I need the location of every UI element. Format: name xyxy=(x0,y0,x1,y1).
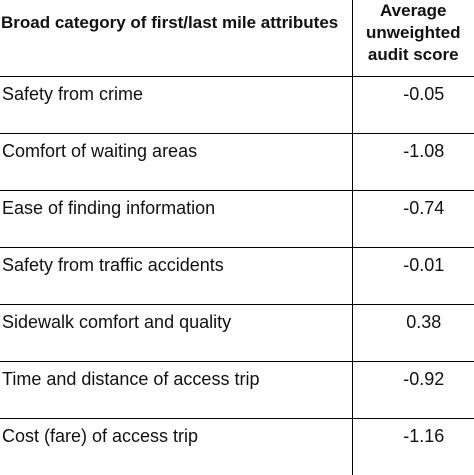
row-score: -1.08 xyxy=(352,133,474,191)
table-row: Comfort of waiting areas -1.08 xyxy=(0,133,474,191)
row-category: Comfort of waiting areas xyxy=(0,133,353,191)
table-header-row: Broad category of first/last mile attrib… xyxy=(0,0,474,77)
table-row: Ease of finding information -0.74 xyxy=(0,190,474,248)
row-category: Safety from crime xyxy=(0,76,353,134)
table-row: Cost (fare) of access trip -1.16 xyxy=(0,418,474,475)
row-category: Safety from traffic accidents xyxy=(0,247,353,305)
table-row: Sidewalk comfort and quality 0.38 xyxy=(0,304,474,362)
table-row: Safety from crime -0.05 xyxy=(0,76,474,134)
row-category: Cost (fare) of access trip xyxy=(0,418,353,475)
row-category: Time and distance of access trip xyxy=(0,361,353,419)
table-row: Safety from traffic accidents -0.01 xyxy=(0,247,474,305)
row-score: -0.92 xyxy=(352,361,474,419)
row-category: Ease of finding information xyxy=(0,190,353,248)
header-category: Broad category of first/last mile attrib… xyxy=(0,0,353,77)
row-score: -0.01 xyxy=(352,247,474,305)
header-score: Average unweighted audit score xyxy=(352,0,474,77)
row-category: Sidewalk comfort and quality xyxy=(0,304,353,362)
row-score: -0.74 xyxy=(352,190,474,248)
row-score: -1.16 xyxy=(403,425,445,446)
table-row: Time and distance of access trip -0.92 xyxy=(0,361,474,419)
row-score: 0.38 xyxy=(352,304,474,362)
row-score: -0.05 xyxy=(352,76,474,134)
